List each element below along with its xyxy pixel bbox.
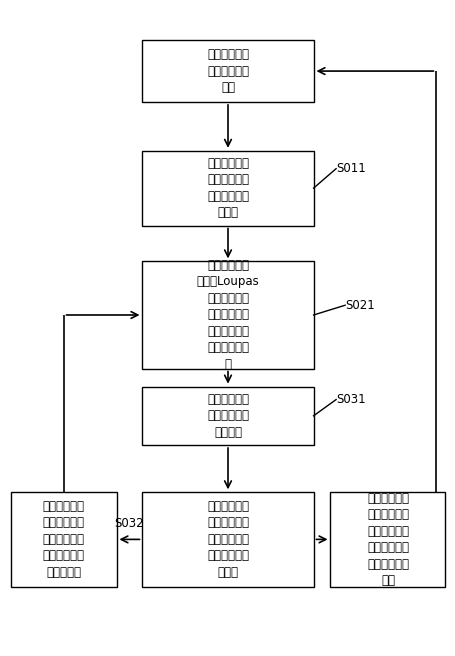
- Text: 发射激励与检
测脉冲并检测
回波: 发射激励与检 测脉冲并检测 回波: [207, 48, 248, 94]
- Text: S011: S011: [335, 162, 365, 175]
- Text: S021: S021: [344, 298, 374, 312]
- Bar: [142, 492, 313, 586]
- Bar: [10, 492, 116, 586]
- Bar: [142, 261, 313, 369]
- Text: 采用二维二维
自相关Loupas
算法计算所述
回波在时间方
向取样窗口内
的平均位移速
度: 采用二维二维 自相关Loupas 算法计算所述 回波在时间方 向取样窗口内 的平…: [196, 259, 259, 371]
- Text: 依据位移拟合
曲线的峰值变
化率以及欧式
距离，得到最
佳激励脉冲的
数量: 依据位移拟合 曲线的峰值变 化率以及欧式 距离，得到最 佳激励脉冲的 数量: [366, 491, 408, 587]
- Bar: [330, 492, 445, 586]
- Bar: [142, 386, 313, 445]
- Bar: [142, 151, 313, 226]
- Text: 计算所述回波
在时间方向上
具体位移: 计算所述回波 在时间方向上 具体位移: [207, 393, 248, 439]
- Text: 对位移曲线进
行运动滤波，
消除组织自身
运动带来的位
移信息: 对位移曲线进 行运动滤波， 消除组织自身 运动带来的位 移信息: [207, 500, 248, 579]
- Text: 计算回波的平
滑度指数，自
适应确定最优
位移计算的时
间取样窗口: 计算回波的平 滑度指数，自 适应确定最优 位移计算的时 间取样窗口: [42, 500, 84, 579]
- Text: S031: S031: [335, 393, 365, 406]
- Bar: [142, 40, 313, 102]
- Text: 对与激励脉冲
信号对应的回
波信号进行线
性插值: 对与激励脉冲 信号对应的回 波信号进行线 性插值: [207, 157, 248, 219]
- Text: S032: S032: [114, 517, 144, 529]
